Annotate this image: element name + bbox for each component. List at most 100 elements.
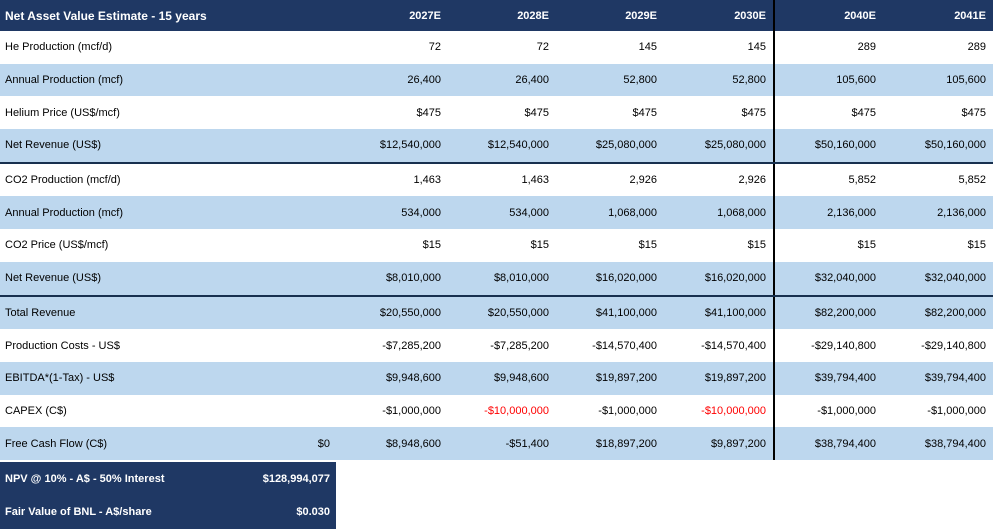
cell-2027e[interactable]: 1,463 (413, 174, 441, 187)
cell-2040e[interactable]: -$1,000,000 (773, 394, 883, 428)
cell-2030e[interactable]: -$10,000,000 (701, 404, 766, 417)
cell-2029e[interactable]: $475 (632, 106, 657, 119)
cell-2030e[interactable]: $475 (741, 106, 766, 119)
cell-2041e[interactable]: -$29,140,800 (921, 339, 986, 352)
cell-2027e[interactable]: $12,540,000 (379, 139, 441, 152)
column-header-2041e[interactable]: 2041E (954, 9, 986, 22)
row-label-cell[interactable]: CO2 Price (US$/mcf) (0, 229, 340, 262)
cell-2029e[interactable]: $41,100,000 (595, 306, 657, 319)
cell-2040e[interactable]: 105,600 (773, 63, 883, 97)
cell-2041e[interactable]: -$1,000,000 (927, 404, 986, 417)
table-title-cell[interactable]: Net Asset Value Estimate - 15 years (0, 0, 340, 31)
cell-2027e[interactable]: $20,550,000 (379, 306, 441, 319)
cell-2028e[interactable]: -$10,000,000 (484, 404, 549, 417)
cell-2029e[interactable]: $25,080,000 (595, 139, 657, 152)
cell-2029e[interactable]: -$14,570,400 (592, 339, 657, 352)
cell-2028e[interactable]: -$7,285,200 (490, 339, 549, 352)
cell-2030e[interactable]: $9,897,200 (710, 437, 766, 450)
cell-2028e[interactable]: $12,540,000 (487, 139, 549, 152)
cell-2027e[interactable]: $8,010,000 (385, 272, 441, 285)
cell-2027e[interactable]: 534,000 (401, 206, 441, 219)
fair-value-row[interactable]: Fair Value of BNL - A$/share $0.030 (0, 495, 336, 529)
cell-2041e[interactable]: 289 (967, 41, 986, 54)
cell-2027e[interactable]: -$1,000,000 (382, 404, 441, 417)
row-label-cell[interactable]: Annual Production (mcf) (0, 196, 340, 229)
row-label-cell[interactable]: CO2 Production (mcf/d) (0, 164, 340, 197)
cell-2027e[interactable]: -$7,285,200 (382, 339, 441, 352)
cell-2040e[interactable]: $32,040,000 (773, 261, 883, 295)
cell-2029e[interactable]: $18,897,200 (595, 437, 657, 450)
row-label-cell[interactable]: CAPEX (C$) (0, 395, 340, 428)
cell-2027e[interactable]: $8,948,600 (385, 437, 441, 450)
cell-2040e[interactable]: 2,136,000 (773, 196, 883, 230)
cell-2029e[interactable]: $15 (638, 239, 657, 252)
cell-2027e[interactable]: 26,400 (407, 74, 441, 87)
column-header-2028e[interactable]: 2028E (517, 9, 549, 22)
cell-2040e[interactable]: 5,852 (773, 163, 883, 197)
cell-2040e[interactable]: $39,794,400 (773, 361, 883, 395)
row-label-cell[interactable]: Total Revenue (0, 297, 340, 330)
cell-2029e[interactable]: -$1,000,000 (598, 404, 657, 417)
cell-2041e[interactable]: $82,200,000 (924, 306, 986, 319)
cell-2028e[interactable]: 534,000 (509, 206, 549, 219)
cell-2028e[interactable]: -$51,400 (505, 437, 549, 450)
cell-2040e[interactable]: $475 (773, 96, 883, 130)
row-label-cell[interactable]: Helium Price (US$/mcf) (0, 96, 340, 129)
cell-2027e[interactable]: 72 (428, 41, 441, 54)
column-header-2029e[interactable]: 2029E (625, 9, 657, 22)
cell-2028e[interactable]: $15 (530, 239, 549, 252)
row-label-cell[interactable]: Net Revenue (US$) (0, 262, 340, 295)
cell-2040e[interactable]: $82,200,000 (773, 296, 883, 330)
cell-2028e[interactable]: $20,550,000 (487, 306, 549, 319)
cell-2029e[interactable]: 2,926 (629, 174, 657, 187)
cell-2041e[interactable]: 105,600 (946, 74, 986, 87)
cell-2029e[interactable]: 52,800 (623, 74, 657, 87)
cell-2028e[interactable]: 1,463 (521, 174, 549, 187)
cell-2030e[interactable]: 52,800 (732, 74, 766, 87)
cell-2030e[interactable]: $16,020,000 (704, 272, 766, 285)
cell-2029e[interactable]: 145 (638, 41, 657, 54)
cell-2028e[interactable]: $475 (524, 106, 549, 119)
column-header-2030e[interactable]: 2030E (734, 9, 766, 22)
cell-2029e[interactable]: 1,068,000 (608, 206, 657, 219)
cell-2041e[interactable]: 5,852 (958, 174, 986, 187)
cell-2040e[interactable]: -$29,140,800 (773, 329, 883, 362)
row-label-cell[interactable]: EBITDA*(1-Tax) - US$ (0, 362, 340, 395)
cell-2030e[interactable]: $25,080,000 (704, 139, 766, 152)
cell-2041e[interactable]: $32,040,000 (924, 272, 986, 285)
row-label-cell[interactable]: Annual Production (mcf) (0, 64, 340, 97)
cell-2041e[interactable]: $39,794,400 (924, 372, 986, 385)
column-header-2027e[interactable]: 2027E (409, 9, 441, 22)
cell-2030e[interactable]: 2,926 (738, 174, 766, 187)
cell-2030e[interactable]: 1,068,000 (717, 206, 766, 219)
cell-2030e[interactable]: $19,897,200 (704, 372, 766, 385)
cell-2027e[interactable]: $475 (416, 106, 441, 119)
row-label-cell[interactable]: Production Costs - US$ (0, 329, 340, 362)
cell-2041e[interactable]: $38,794,400 (924, 437, 986, 450)
cell-2027e[interactable]: $15 (422, 239, 441, 252)
cell-2029e[interactable]: $16,020,000 (595, 272, 657, 285)
cell-2041e[interactable]: $15 (967, 239, 986, 252)
cell-2027e[interactable]: $9,948,600 (385, 372, 441, 385)
cell-2028e[interactable]: 26,400 (515, 74, 549, 87)
row-label-cell[interactable]: Free Cash Flow (C$) $0 (0, 427, 340, 460)
cell-2040e[interactable]: $50,160,000 (773, 129, 883, 162)
cell-2029e[interactable]: $19,897,200 (595, 372, 657, 385)
cell-2041e[interactable]: $50,160,000 (924, 139, 986, 152)
cell-2030e[interactable]: $41,100,000 (704, 306, 766, 319)
cell-2030e[interactable]: $15 (747, 239, 766, 252)
row-label-cell[interactable]: Net Revenue (US$) (0, 129, 340, 162)
column-header-2040e[interactable]: 2040E (773, 0, 883, 31)
npv-row[interactable]: NPV @ 10% - A$ - 50% Interest $128,994,0… (0, 462, 336, 496)
cell-2028e[interactable]: 72 (536, 41, 549, 54)
cell-2028e[interactable]: $8,010,000 (493, 272, 549, 285)
cell-2040e[interactable]: 289 (773, 31, 883, 64)
cell-2040e[interactable]: $38,794,400 (773, 427, 883, 460)
cell-2041e[interactable]: 2,136,000 (937, 206, 986, 219)
row-label-cell[interactable]: He Production (mcf/d) (0, 31, 340, 64)
cell-2030e[interactable]: 145 (747, 41, 766, 54)
cell-2041e[interactable]: $475 (961, 106, 986, 119)
cell-2040e[interactable]: $15 (773, 229, 883, 262)
cell-2030e[interactable]: -$14,570,400 (701, 339, 766, 352)
cell-2028e[interactable]: $9,948,600 (493, 372, 549, 385)
